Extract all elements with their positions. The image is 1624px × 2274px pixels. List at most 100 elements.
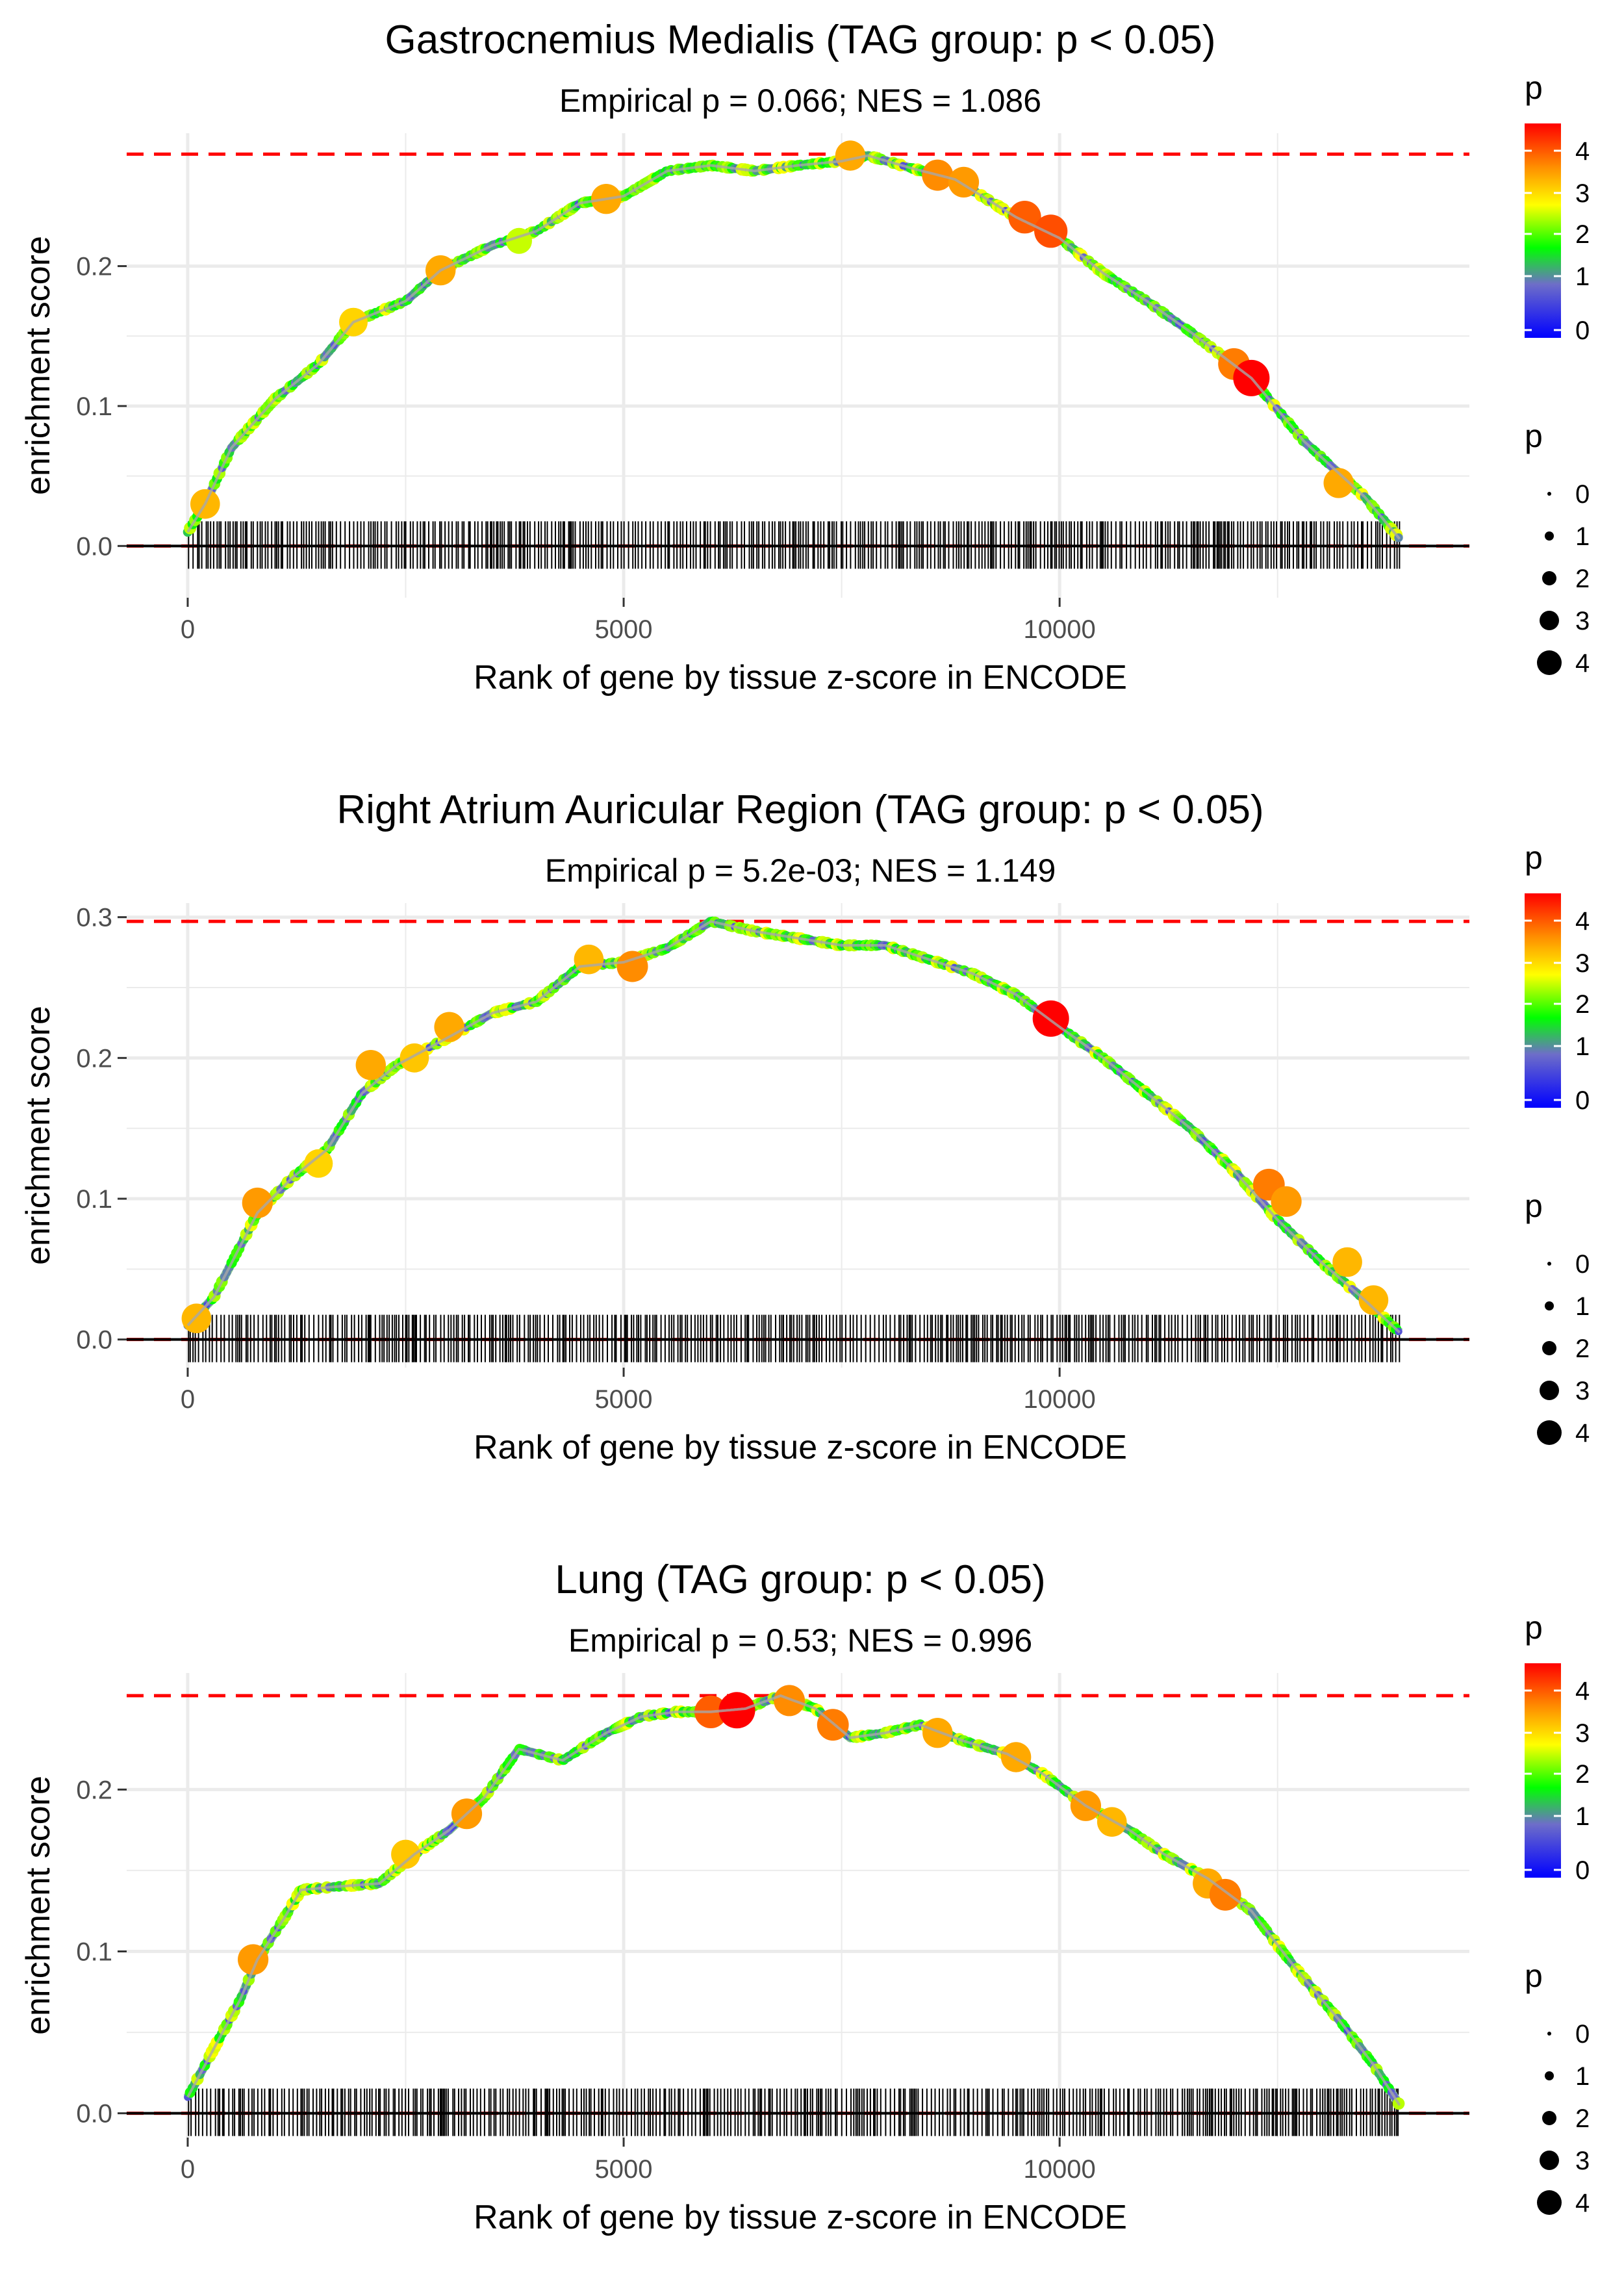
colorbar xyxy=(1525,123,1561,338)
size-legend-label: 2 xyxy=(1575,1335,1590,1363)
colorbar-tick-label: 3 xyxy=(1575,1719,1590,1748)
highlight-point xyxy=(242,1187,273,1219)
y-axis-title: enrichment score xyxy=(19,1776,57,2035)
size-legend-title: p xyxy=(1525,418,1543,454)
colorbar-tick-label: 0 xyxy=(1575,1086,1590,1115)
y-tick-label: 0.1 xyxy=(76,1185,112,1214)
size-legend-key xyxy=(1545,531,1554,541)
highlight-point xyxy=(1332,1247,1362,1277)
highlight-point xyxy=(304,1149,333,1178)
size-legend-key xyxy=(1547,492,1551,496)
size-legend-title: p xyxy=(1525,1188,1543,1224)
highlight-point xyxy=(391,1839,420,1869)
x-tick-label: 5000 xyxy=(595,2155,653,2184)
size-legend-label: 2 xyxy=(1575,565,1590,593)
size-legend-label: 2 xyxy=(1575,2104,1590,2133)
size-legend-key xyxy=(1537,2190,1562,2215)
size-legend-key xyxy=(1542,2111,1556,2125)
x-tick-label: 0 xyxy=(181,1385,195,1414)
colorbar-tick-label: 1 xyxy=(1575,262,1590,291)
size-legend-label: 4 xyxy=(1575,649,1590,678)
y-tick-label: 0.0 xyxy=(76,1326,112,1355)
size-legend-key xyxy=(1542,571,1556,585)
chart-panel-1: Gastrocnemius Medialis (TAG group: p < 0… xyxy=(19,18,1590,696)
y-tick-label: 0.0 xyxy=(76,532,112,561)
colorbar-title: p xyxy=(1525,1609,1543,1646)
highlight-point xyxy=(616,951,648,982)
chart-title: Lung (TAG group: p < 0.05) xyxy=(555,1557,1045,1602)
y-tick-label: 0.2 xyxy=(76,1044,112,1073)
highlight-point xyxy=(1358,1285,1389,1315)
size-legend-title: p xyxy=(1525,1958,1543,1994)
y-axis-title: enrichment score xyxy=(19,1006,57,1265)
highlight-point xyxy=(400,1043,429,1073)
colorbar-tick-label: 2 xyxy=(1575,220,1590,249)
highlight-point xyxy=(1097,1807,1127,1837)
y-tick-label: 0.0 xyxy=(76,2100,112,2128)
size-legend-label: 4 xyxy=(1575,2189,1590,2217)
colorbar-tick-label: 1 xyxy=(1575,1032,1590,1061)
colorbar xyxy=(1525,1663,1561,1878)
colorbar-tick-label: 3 xyxy=(1575,179,1590,208)
size-legend-label: 3 xyxy=(1575,2147,1590,2175)
colorbar-tick-label: 2 xyxy=(1575,990,1590,1019)
x-axis-title: Rank of gene by tissue z-score in ENCODE xyxy=(474,2199,1127,2236)
size-legend-key xyxy=(1547,1262,1551,1266)
highlight-point xyxy=(1000,1742,1032,1772)
size-legend-key xyxy=(1537,1420,1562,1445)
size-legend-label: 3 xyxy=(1575,1377,1590,1405)
highlight-point xyxy=(574,944,604,975)
highlight-point xyxy=(355,1050,386,1080)
highlight-point xyxy=(1323,468,1354,498)
x-axis-title: Rank of gene by tissue z-score in ENCODE xyxy=(474,1429,1127,1466)
size-legend-label: 0 xyxy=(1575,1250,1590,1279)
highlight-point xyxy=(774,1685,806,1717)
chart-subtitle: Empirical p = 5.2e-03; NES = 1.149 xyxy=(545,852,1056,889)
size-legend-label: 1 xyxy=(1575,522,1590,551)
size-legend-label: 0 xyxy=(1575,2020,1590,2049)
size-legend-key xyxy=(1540,1381,1559,1400)
curve-core xyxy=(186,154,1401,540)
y-axis-title: enrichment score xyxy=(19,236,57,495)
legend: p 4 3 2 1 0 p 0 1 2 3 4 xyxy=(1525,839,1590,1448)
enrichment-curve xyxy=(184,917,1403,1336)
colorbar-title: p xyxy=(1525,839,1543,876)
x-tick-label: 5000 xyxy=(595,1385,653,1414)
y-tick-label: 0.1 xyxy=(76,1938,112,1967)
x-tick-label: 5000 xyxy=(595,615,653,644)
legend: p 4 3 2 1 0 p 0 1 2 3 4 xyxy=(1525,1609,1590,2217)
x-tick-label: 10000 xyxy=(1024,1385,1096,1414)
x-axis-title: Rank of gene by tissue z-score in ENCODE xyxy=(474,659,1127,696)
size-legend-key xyxy=(1537,650,1562,675)
size-legend-key xyxy=(1545,2071,1554,2080)
size-legend-label: 1 xyxy=(1575,1292,1590,1321)
colorbar xyxy=(1525,893,1561,1108)
y-tick-label: 0.3 xyxy=(76,904,112,932)
colorbar-title: p xyxy=(1525,70,1543,106)
highlight-point xyxy=(181,1303,212,1333)
y-tick-label: 0.2 xyxy=(76,253,112,281)
size-legend-key xyxy=(1542,1341,1556,1355)
chart-subtitle: Empirical p = 0.066; NES = 1.086 xyxy=(559,83,1041,119)
size-legend-key xyxy=(1547,2032,1551,2036)
highlight-point xyxy=(1271,1186,1302,1217)
legend: p 4 3 2 1 0 p 0 1 2 3 4 xyxy=(1525,70,1590,678)
colorbar-tick-label: 2 xyxy=(1575,1760,1590,1789)
colorbar-tick-label: 0 xyxy=(1575,1856,1590,1885)
highlight-point xyxy=(1034,214,1068,248)
size-legend-label: 3 xyxy=(1575,607,1590,635)
enrichment-points xyxy=(183,140,1403,543)
chart-panel-3: Lung (TAG group: p < 0.05) Empirical p = … xyxy=(19,1557,1590,2236)
x-tick-label: 0 xyxy=(181,615,195,644)
highlight-point xyxy=(835,140,866,171)
size-legend-label: 4 xyxy=(1575,1419,1590,1448)
y-tick-label: 0.2 xyxy=(76,1776,112,1804)
enrichment-points xyxy=(184,1685,1405,2110)
colorbar-tick-label: 4 xyxy=(1575,907,1590,936)
colorbar-tick-label: 0 xyxy=(1575,316,1590,345)
size-legend-key xyxy=(1545,1301,1554,1310)
chart-subtitle: Empirical p = 0.53; NES = 0.996 xyxy=(568,1622,1032,1659)
size-legend-key xyxy=(1540,611,1559,630)
x-tick-label: 10000 xyxy=(1024,615,1096,644)
